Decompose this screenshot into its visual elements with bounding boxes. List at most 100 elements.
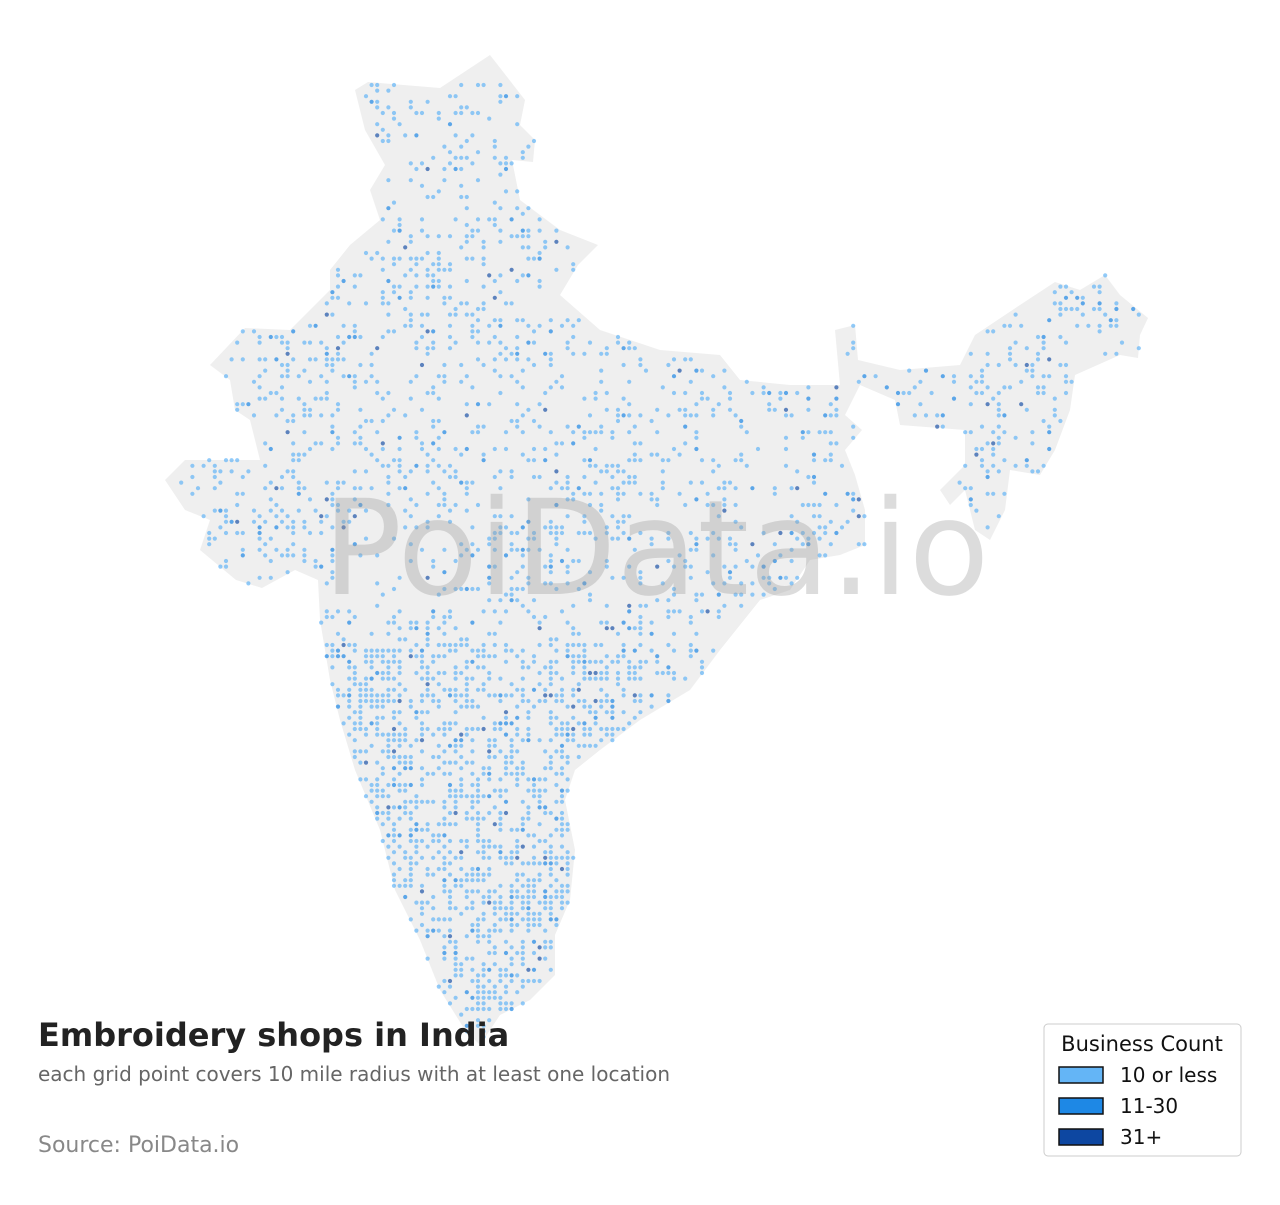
grid-point [565,850,570,855]
grid-point [621,396,626,401]
grid-point [352,430,357,435]
grid-point [442,883,447,888]
grid-point [419,922,425,928]
grid-point [352,642,357,648]
grid-point [1013,435,1018,440]
grid-point [425,351,430,356]
grid-point [509,301,514,306]
grid-point [548,894,553,900]
grid-point [453,945,458,950]
grid-point [481,262,486,267]
grid-point [828,430,833,435]
grid-point [419,855,425,860]
grid-point [324,362,329,368]
grid-point [481,648,486,653]
grid-point [716,536,721,541]
grid-point [436,189,441,194]
grid-point [520,676,525,681]
grid-point [296,508,301,513]
grid-point [403,687,408,692]
grid-point [442,178,447,183]
grid-point [380,732,385,737]
grid-point [1013,463,1018,468]
grid-point [559,788,565,793]
grid-point [470,816,475,821]
grid-point [851,323,856,328]
grid-point [447,978,453,984]
grid-point [414,822,419,827]
grid-point [554,771,559,776]
grid-point [531,329,537,334]
grid-point [559,900,565,905]
grid-point [487,743,492,748]
grid-point [481,900,486,905]
grid-point [425,346,430,351]
grid-point [795,575,800,580]
grid-point [699,396,705,401]
grid-point [391,732,397,737]
grid-point [464,239,469,244]
grid-point [559,441,565,446]
grid-point [431,278,436,284]
grid-point [559,693,565,698]
grid-point [1069,379,1074,384]
grid-point [520,816,525,821]
grid-point [453,693,458,698]
grid-point [498,161,503,166]
grid-point [447,474,453,480]
grid-point [397,732,402,737]
grid-point [436,928,441,933]
grid-point [369,362,374,368]
grid-point [683,390,688,396]
grid-point [464,682,469,687]
grid-point [425,956,430,961]
grid-point [442,570,447,575]
grid-point [391,614,397,620]
grid-point [1052,407,1057,412]
grid-point [414,430,419,435]
grid-point [537,978,542,984]
grid-point [688,480,693,485]
grid-point [442,687,447,692]
grid-point [520,799,525,804]
grid-point [610,536,615,541]
grid-point [515,911,520,916]
grid-point [358,486,363,491]
grid-point [565,424,570,429]
grid-point [604,626,609,631]
grid-point [425,525,430,530]
grid-point [324,581,329,586]
grid-point [487,872,492,877]
grid-point [408,379,413,384]
grid-point [369,631,374,636]
grid-point [274,334,279,340]
grid-point [520,917,525,922]
grid-point [487,844,492,849]
grid-point [475,794,481,799]
grid-point [470,928,475,933]
grid-point [380,810,385,816]
grid-point [509,682,514,687]
grid-point [515,122,520,127]
grid-point [604,564,609,569]
grid-point [744,558,749,564]
grid-point [543,446,548,452]
grid-point [375,721,380,726]
grid-point [313,441,318,446]
grid-point [503,642,509,648]
grid-point [627,665,632,670]
grid-point [296,491,301,496]
grid-point [386,206,391,211]
grid-point [1069,306,1074,312]
grid-point [263,542,268,547]
grid-point [548,738,553,743]
grid-point [442,620,447,625]
grid-point [436,116,441,121]
grid-point [380,766,385,771]
grid-point [565,738,570,743]
grid-point [229,469,234,474]
grid-point [487,738,492,743]
grid-point [1030,430,1035,435]
grid-point [240,357,245,362]
grid-point [447,906,453,911]
